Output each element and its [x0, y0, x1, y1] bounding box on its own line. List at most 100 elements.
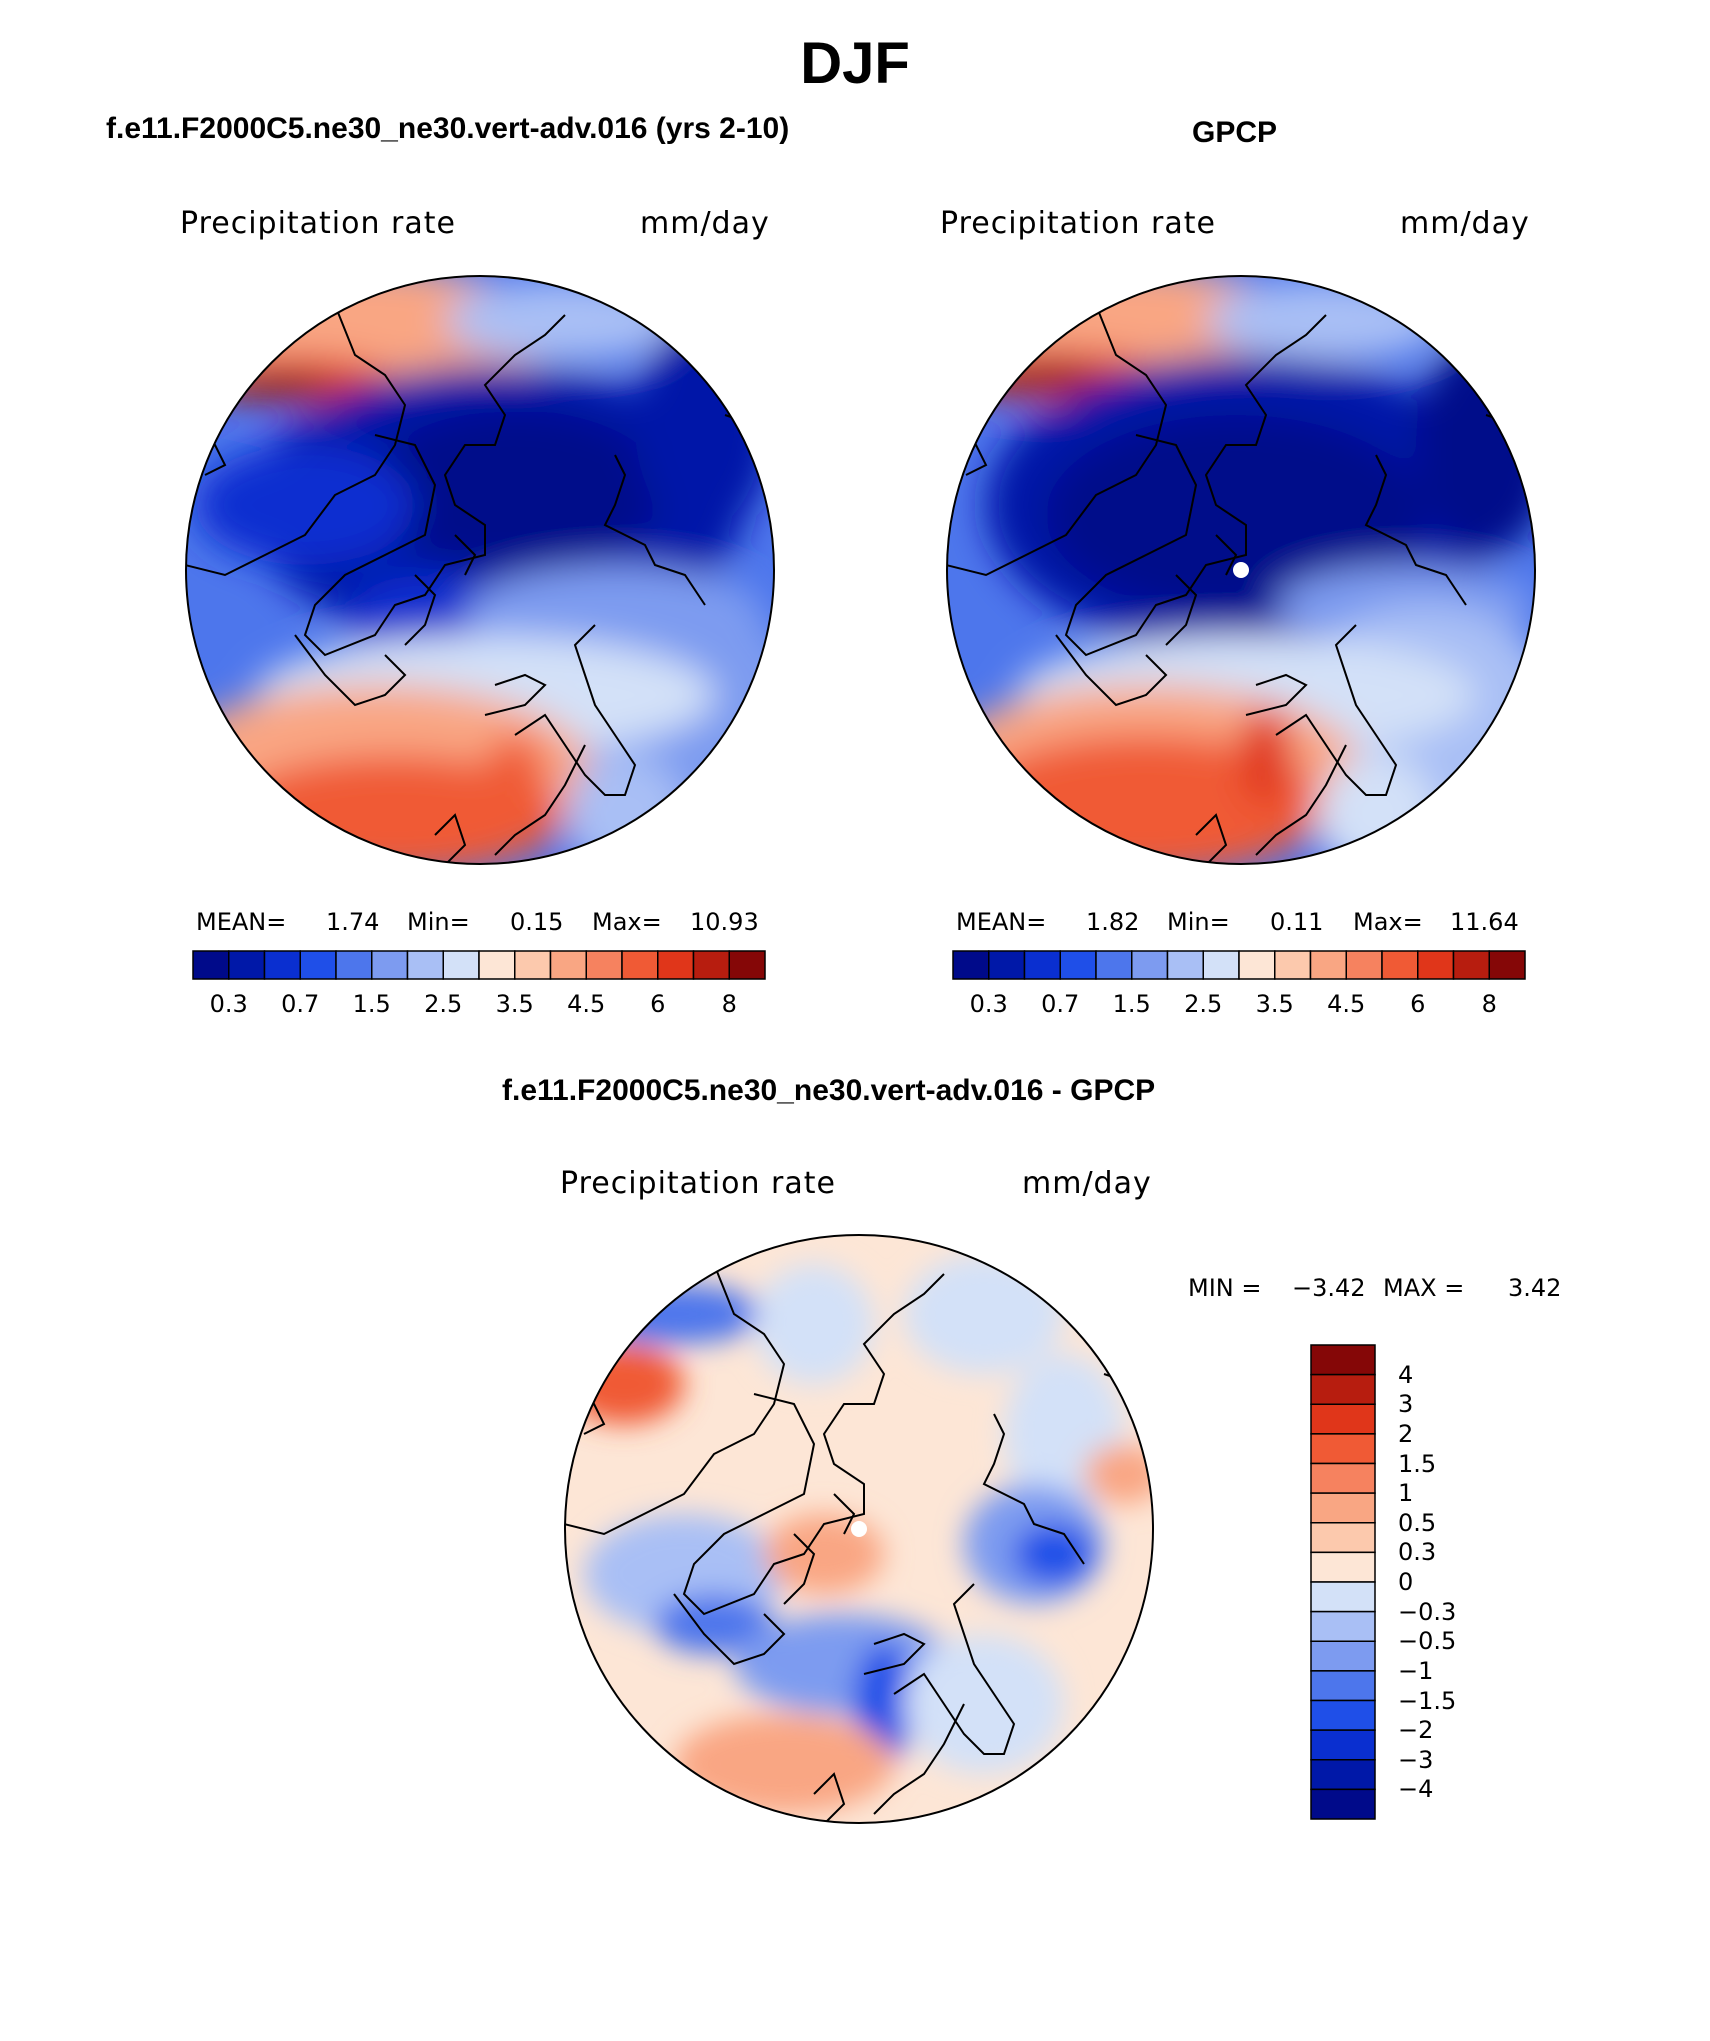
colorbar-tick-label: 0	[1398, 1568, 1414, 1596]
diff-max-label: MAX =	[1383, 1274, 1465, 1302]
pole-marker	[851, 1521, 867, 1537]
panel2-colorbar	[952, 950, 1526, 980]
colorbar-tick-label: 6	[650, 990, 666, 1018]
colorbar-swatch	[263, 950, 301, 980]
colorbar-swatch	[1310, 1788, 1376, 1820]
diff-units-label: mm/day	[1022, 1166, 1152, 1201]
colorbar-tick-label: 0.3	[209, 990, 248, 1018]
colorbar-swatch	[1310, 1522, 1376, 1554]
colorbar-tick-label: −0.3	[1398, 1597, 1457, 1626]
colorbar-swatch	[228, 950, 266, 980]
colorbar-tick-label: 3.5	[495, 990, 534, 1018]
colorbar-swatch	[1131, 950, 1169, 980]
panel1-units-label: mm/day	[640, 206, 770, 241]
colorbar-swatch	[335, 950, 373, 980]
panel1-min-value: 0.15	[510, 908, 564, 936]
colorbar-swatch	[1310, 1373, 1376, 1405]
diff-panel-title: f.e11.F2000C5.ne30_ne30.vert-adv.016 - G…	[502, 1074, 1156, 1107]
colorbar-tick-label: −1	[1398, 1656, 1434, 1685]
colorbar-swatch	[621, 950, 659, 980]
colorbar-swatch	[1166, 950, 1204, 980]
panel2-variable-label: Precipitation rate	[940, 206, 1216, 241]
colorbar-tick-label: 2	[1398, 1419, 1414, 1448]
colorbar-swatch	[192, 950, 230, 980]
colorbar-swatch	[1309, 950, 1347, 980]
colorbar-tick-label: −0.5	[1398, 1627, 1457, 1656]
pole-marker	[1233, 562, 1249, 578]
colorbar-swatch	[442, 950, 480, 980]
colorbar-swatch	[371, 950, 409, 980]
colorbar-tick-label: 0.5	[1398, 1508, 1437, 1537]
colorbar-swatch	[1452, 950, 1490, 980]
panel1-max-value: 10.93	[690, 908, 759, 936]
diff-min-value: −3.42	[1292, 1274, 1366, 1302]
colorbar-tick-label: −1.5	[1398, 1686, 1457, 1715]
colorbar-swatch	[514, 950, 552, 980]
colorbar-swatch	[1310, 1640, 1376, 1672]
colorbar-swatch	[1310, 1433, 1376, 1465]
panel2-max-value: 11.64	[1450, 908, 1519, 936]
colorbar-swatch	[692, 950, 730, 980]
colorbar-swatch	[1274, 950, 1312, 980]
colorbar-tick-label: 8	[721, 990, 737, 1018]
colorbar-swatch	[1059, 950, 1097, 980]
colorbar-swatch	[1310, 1492, 1376, 1524]
colorbar-tick-label: 3.5	[1255, 990, 1294, 1018]
panel1-max-label: Max=	[592, 908, 662, 936]
panel1-variable-label: Precipitation rate	[180, 206, 456, 241]
colorbar-tick-label: 0.7	[281, 990, 320, 1018]
colorbar-swatch	[1310, 1610, 1376, 1642]
colorbar-tick-label: 1	[1398, 1479, 1414, 1508]
panel2-max-label: Max=	[1353, 908, 1423, 936]
colorbar-tick-label: 2.5	[1184, 990, 1223, 1018]
colorbar-tick-label: 0.3	[969, 990, 1008, 1018]
colorbar-swatch	[728, 950, 766, 980]
colorbar-tick-label: 3	[1398, 1390, 1414, 1419]
panel2-title: GPCP	[1192, 116, 1278, 149]
panel1-colorbar	[192, 950, 766, 980]
colorbar-swatch	[585, 950, 623, 980]
diff-polar-map	[564, 1234, 1154, 1824]
diff-colorbar	[1310, 1344, 1376, 1820]
colorbar-tick-label: 0.7	[1041, 990, 1080, 1018]
panel2-mean-label: MEAN=	[956, 908, 1047, 936]
colorbar-tick-label: 8	[1481, 990, 1497, 1018]
panel2-mean-value: 1.82	[1086, 908, 1140, 936]
colorbar-swatch	[1310, 1699, 1376, 1731]
colorbar-tick-label: 0.3	[1398, 1538, 1437, 1567]
colorbar-swatch	[657, 950, 695, 980]
colorbar-tick-label: 2.5	[424, 990, 463, 1018]
colorbar-swatch	[1310, 1759, 1376, 1791]
colorbar-swatch	[1238, 950, 1276, 980]
colorbar-tick-label: 1.5	[1112, 990, 1151, 1018]
colorbar-swatch	[1310, 1729, 1376, 1761]
colorbar-tick-label: −3	[1398, 1745, 1434, 1774]
colorbar-swatch	[1417, 950, 1455, 980]
colorbar-swatch	[299, 950, 337, 980]
panel2-min-label: Min=	[1167, 908, 1230, 936]
panel1-mean-value: 1.74	[326, 908, 380, 936]
colorbar-swatch	[1345, 950, 1383, 980]
colorbar-swatch	[549, 950, 587, 980]
colorbar-tick-label: −4	[1398, 1775, 1434, 1804]
colorbar-swatch	[478, 950, 516, 980]
colorbar-tick-label: −2	[1398, 1716, 1434, 1745]
colorbar-swatch	[988, 950, 1026, 980]
panel1-min-label: Min=	[407, 908, 470, 936]
colorbar-swatch	[1310, 1403, 1376, 1435]
panel1-title: f.e11.F2000C5.ne30_ne30.vert-adv.016 (yr…	[106, 112, 790, 145]
panel2-units-label: mm/day	[1400, 206, 1530, 241]
colorbar-tick-label: 4	[1398, 1360, 1414, 1389]
colorbar-swatch	[1310, 1462, 1376, 1494]
panel2-min-value: 0.11	[1270, 908, 1324, 936]
colorbar-tick-label: 6	[1410, 990, 1426, 1018]
colorbar-tick-label: 4.5	[1327, 990, 1366, 1018]
figure-title: DJF	[800, 31, 910, 96]
panel1-polar-map	[185, 275, 775, 865]
colorbar-swatch	[1310, 1551, 1376, 1583]
colorbar-swatch	[1381, 950, 1419, 980]
diff-max-value: 3.42	[1508, 1274, 1562, 1302]
colorbar-swatch	[1310, 1581, 1376, 1613]
colorbar-tick-label: 1.5	[1398, 1449, 1437, 1478]
colorbar-swatch	[1095, 950, 1133, 980]
